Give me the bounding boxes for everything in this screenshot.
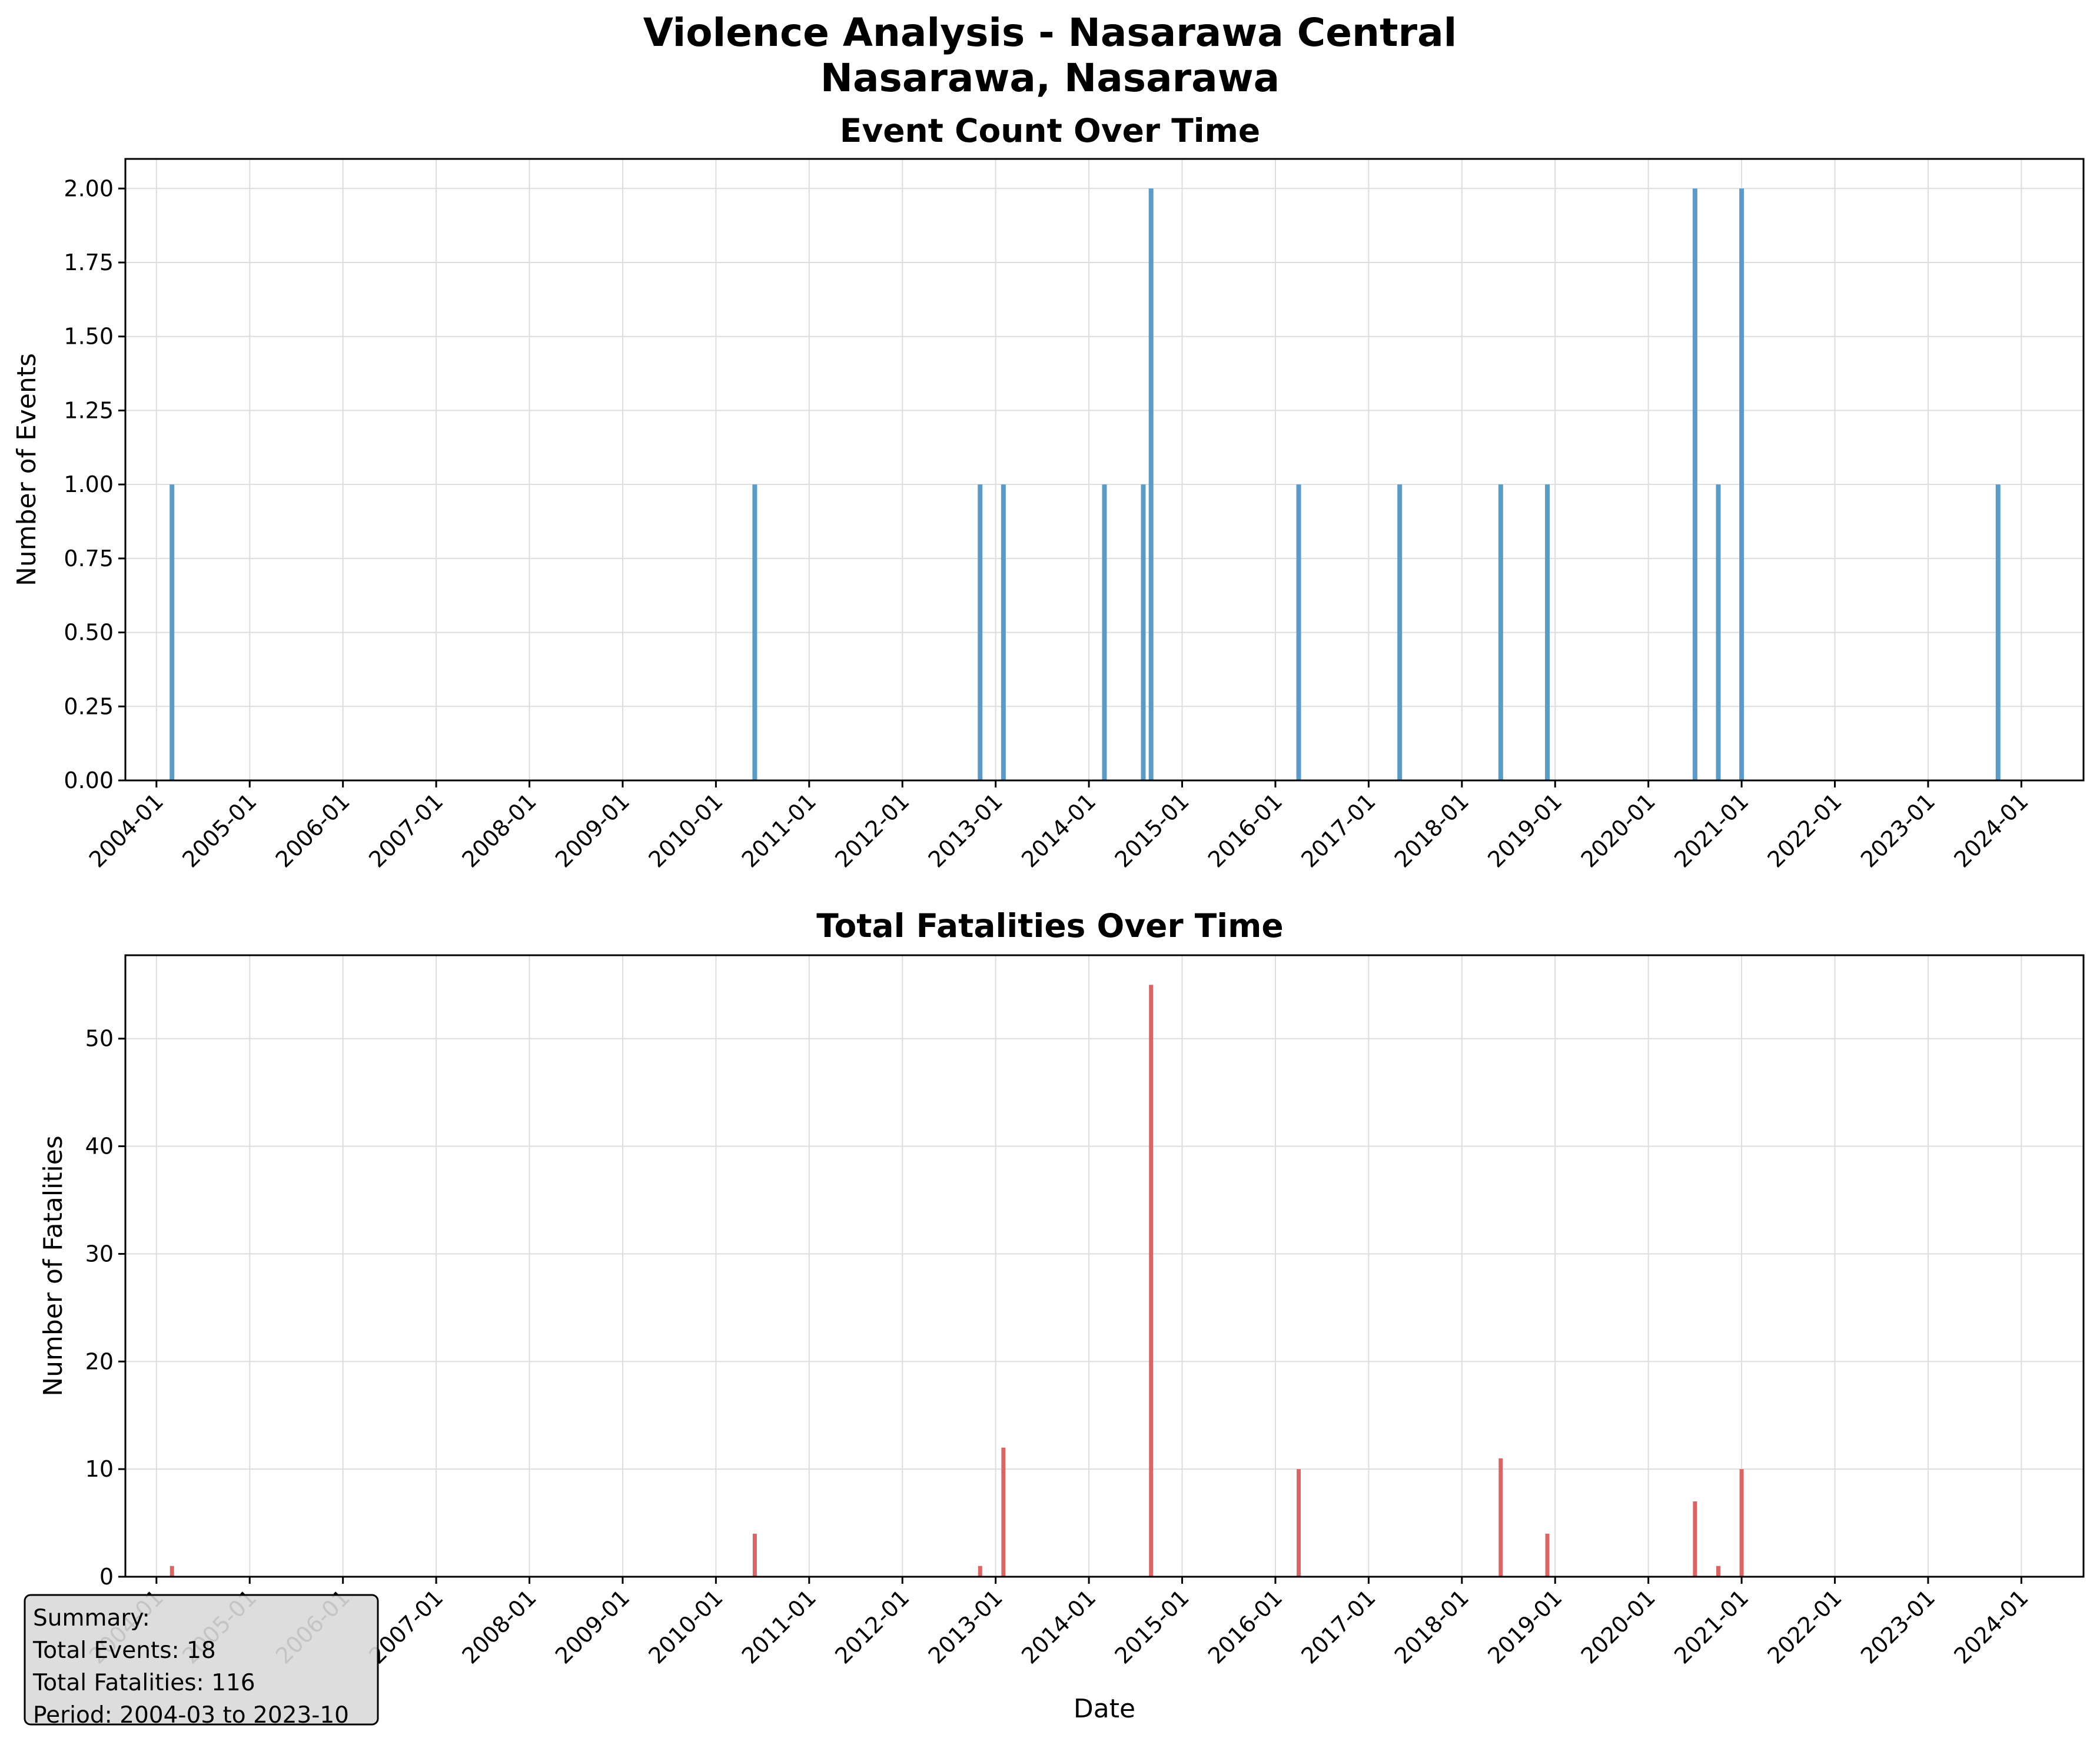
y-tick-label: 0.75 bbox=[64, 546, 114, 571]
y-tick-label: 50 bbox=[85, 1026, 114, 1052]
bar bbox=[1693, 1501, 1697, 1577]
fatalities-x-axis-label: Date bbox=[1074, 1694, 1135, 1724]
y-tick-label: 40 bbox=[85, 1134, 114, 1159]
bar bbox=[170, 484, 175, 780]
summary-heading: Summary: bbox=[33, 1605, 150, 1631]
events-y-ticks: 0.00 0.25 0.50 0.75 1.00 1.25 1.50 1.75 2.00 bbox=[64, 175, 125, 793]
bar bbox=[1739, 1469, 1744, 1577]
y-tick-label: 1.00 bbox=[64, 471, 114, 497]
figure-title-line-1: Violence Analysis - Nasarawa Central bbox=[643, 10, 1457, 55]
bar bbox=[1692, 188, 1697, 780]
y-tick-label: 0.50 bbox=[64, 620, 114, 646]
bar bbox=[1296, 484, 1301, 780]
y-tick-label: 2.00 bbox=[64, 175, 114, 201]
bar bbox=[1545, 1533, 1550, 1577]
fatalities-chart-title: Total Fatalities Over Time bbox=[816, 907, 1283, 945]
bar bbox=[1102, 484, 1107, 780]
fatalities-gridlines bbox=[125, 955, 2084, 1577]
y-tick-label: 0 bbox=[99, 1564, 114, 1590]
y-tick-label: 0.25 bbox=[64, 693, 114, 719]
bar bbox=[1149, 985, 1154, 1577]
bar bbox=[1716, 1566, 1720, 1577]
y-tick-label: 1.25 bbox=[64, 397, 114, 423]
bar bbox=[1141, 484, 1146, 780]
events-y-axis-label: Number of Events bbox=[12, 353, 42, 586]
bar bbox=[1397, 484, 1403, 780]
summary-period: Period: 2004-03 to 2023-10 bbox=[33, 1702, 349, 1729]
y-tick-label: 10 bbox=[85, 1456, 114, 1482]
fatalities-bars bbox=[170, 985, 1744, 1577]
bar bbox=[978, 1566, 982, 1577]
bar bbox=[1995, 484, 2001, 780]
summary-total-fatalities: Total Fatalities: 116 bbox=[32, 1670, 255, 1696]
y-tick-label: 1.75 bbox=[64, 250, 114, 275]
y-tick-label: 0.00 bbox=[64, 767, 114, 793]
bar bbox=[1498, 1458, 1503, 1577]
fatalities-y-axis-label: Number of Fatalities bbox=[38, 1135, 68, 1397]
bar bbox=[978, 484, 983, 780]
events-axes-frame bbox=[124, 158, 2085, 782]
bar bbox=[1716, 484, 1721, 780]
bar bbox=[752, 1533, 757, 1577]
fatalities-y-ticks: 0 10 20 30 40 50 bbox=[85, 1026, 125, 1590]
events-chart-title: Event Count Over Time bbox=[840, 112, 1260, 149]
events-bars bbox=[170, 188, 2001, 780]
bar bbox=[1739, 188, 1745, 780]
summary-total-events: Total Events: 18 bbox=[32, 1637, 216, 1664]
bar bbox=[1498, 484, 1503, 780]
figure-title-line-2: Nasarawa, Nasarawa bbox=[820, 55, 1280, 101]
summary-background bbox=[24, 1594, 379, 1726]
bar bbox=[1545, 484, 1550, 780]
y-tick-label: 20 bbox=[85, 1348, 114, 1374]
bar bbox=[1148, 188, 1154, 780]
summary-box: Summary: Total Events: 18 Total Fataliti… bbox=[24, 1594, 379, 1729]
bar bbox=[170, 1566, 174, 1577]
y-tick-label: 30 bbox=[85, 1241, 114, 1267]
bar bbox=[752, 484, 757, 780]
y-tick-label: 1.50 bbox=[64, 324, 114, 350]
bar bbox=[1001, 1447, 1006, 1577]
bar bbox=[1001, 484, 1006, 780]
fatalities-axes-frame bbox=[124, 954, 2085, 1578]
bar bbox=[1297, 1469, 1301, 1577]
